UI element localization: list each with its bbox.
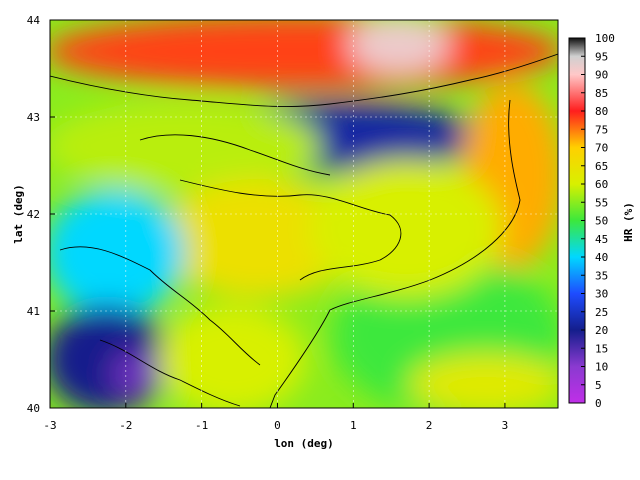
colorbar-tick-label: 15: [595, 342, 608, 355]
region-sea-north: [50, 20, 558, 90]
x-axis-ticks: -3 -2 -1 0 1 2 3: [43, 403, 508, 432]
colorbar-tick-label: 70: [595, 142, 608, 155]
colorbar-tick-label: 5: [595, 379, 602, 392]
region-interior-north: [50, 101, 322, 191]
colorbar-tick-label: 80: [595, 105, 608, 118]
interior-contour-b: [59, 246, 261, 366]
colorbar-tick-label: 35: [595, 269, 608, 282]
colorbar-tick-label: 60: [595, 178, 608, 191]
y-tick-label: 40: [27, 402, 40, 415]
colorbar-tick-label: 90: [595, 69, 608, 82]
colorbar-tick-label: 95: [595, 50, 608, 63]
x-tick-label: -1: [195, 419, 208, 432]
colorbar-tick-label: 10: [595, 361, 608, 374]
colorbar-label: HR (%): [622, 202, 635, 242]
region-catalonia: [309, 159, 504, 298]
y-axis-ticks: 40 41 42 43 44: [27, 14, 55, 415]
region-west-interior: [50, 188, 185, 317]
region-ebro-valley: [157, 178, 360, 298]
y-tick-label: 41: [27, 305, 40, 318]
catalan-coast-line: [269, 99, 521, 408]
region-southwest-driest: [112, 353, 163, 395]
colorbar-tick-label: 100: [595, 32, 615, 45]
colorbar-tick-label: 30: [595, 288, 608, 301]
region-south-central: [157, 305, 307, 408]
colorbar: 0 5 10 15 20 25 30 35 40 45 50 55 60 65 70 75 80 85 90 95 10…: [568, 32, 615, 410]
colorbar-tick-label: 65: [595, 160, 608, 173]
colorbar-tick-label: 75: [595, 123, 608, 136]
colorbar-tick-label: 55: [595, 196, 608, 209]
x-tick-label: 0: [274, 419, 281, 432]
colorbar-tick-label: 25: [595, 306, 608, 319]
colorbar-ticks: 0 5 10 15 20 25 30 35 40 45 50 55 60 65 70 75 80 85 90 95 10…: [581, 32, 615, 410]
colorbar-tick-label: 20: [595, 324, 608, 337]
region-sea-southeast: [407, 353, 558, 408]
x-tick-label: 2: [426, 419, 433, 432]
colorbar-tick-label: 45: [595, 233, 608, 246]
plot-area: [50, 20, 558, 408]
x-axis-label: lon (deg): [274, 437, 334, 450]
interior-contour-c: [139, 134, 331, 176]
coastline-contours: [50, 53, 558, 408]
north-coast-line: [50, 53, 558, 107]
y-tick-label: 44: [27, 14, 41, 27]
x-tick-label: 3: [502, 419, 509, 432]
region-sea-northeast-high: [347, 20, 451, 75]
x-tick-label: 1: [350, 419, 357, 432]
colorbar-tick-label: 40: [595, 251, 608, 264]
y-tick-label: 42: [27, 208, 40, 221]
humidity-field: [50, 20, 558, 408]
colorbar-tick-label: 85: [595, 87, 608, 100]
y-axis-label: lat (deg): [12, 184, 25, 244]
x-tick-label: -2: [119, 419, 132, 432]
colorbar-tick-label: 0: [595, 397, 602, 410]
colorbar-tick-label: 50: [595, 215, 608, 228]
interior-contour-d: [99, 339, 241, 407]
x-tick-label: -3: [43, 419, 56, 432]
y-tick-label: 43: [27, 111, 40, 124]
